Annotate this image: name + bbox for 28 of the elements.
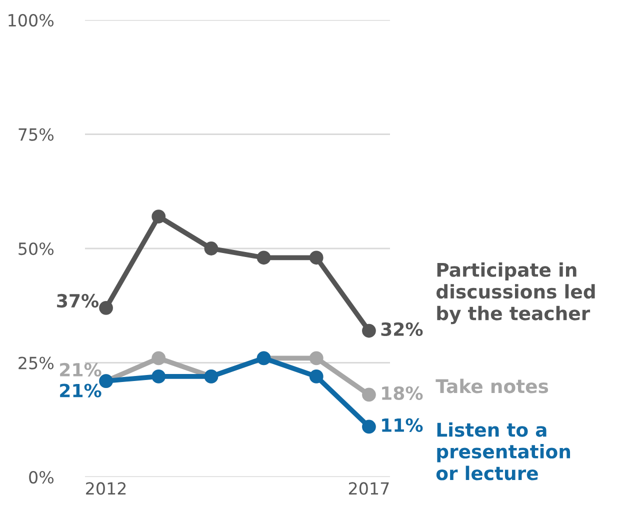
y-tick-label: 75% [18, 128, 54, 141]
data-label: 21% [60, 362, 102, 377]
y-tick-label: 50% [18, 242, 54, 256]
y-tick-label: 0% [29, 470, 54, 484]
point [152, 210, 166, 224]
text: Take notes [436, 378, 548, 394]
point [309, 250, 324, 265]
point [99, 300, 113, 315]
point [309, 351, 324, 366]
x-tick-label: 2017 [348, 482, 389, 495]
point [152, 370, 166, 384]
point [152, 351, 166, 366]
point [362, 388, 376, 402]
point [256, 250, 271, 265]
x-tick-label: 2012 [86, 482, 126, 495]
data-label: 11% [382, 418, 423, 432]
data-label: 32% [381, 322, 423, 336]
y-tick-label: 100% [8, 14, 54, 27]
data-label: 18% [382, 386, 423, 400]
data-label: 21% [60, 384, 102, 398]
text: Listen to a presentation or lecture [436, 422, 570, 480]
data-label: 37% [57, 294, 99, 308]
point [309, 370, 324, 384]
point [362, 324, 376, 338]
point [362, 420, 376, 434]
point [204, 242, 218, 256]
y-tick-label: 25% [18, 356, 54, 370]
text: Participate in discussions led by the teacher [436, 262, 595, 324]
